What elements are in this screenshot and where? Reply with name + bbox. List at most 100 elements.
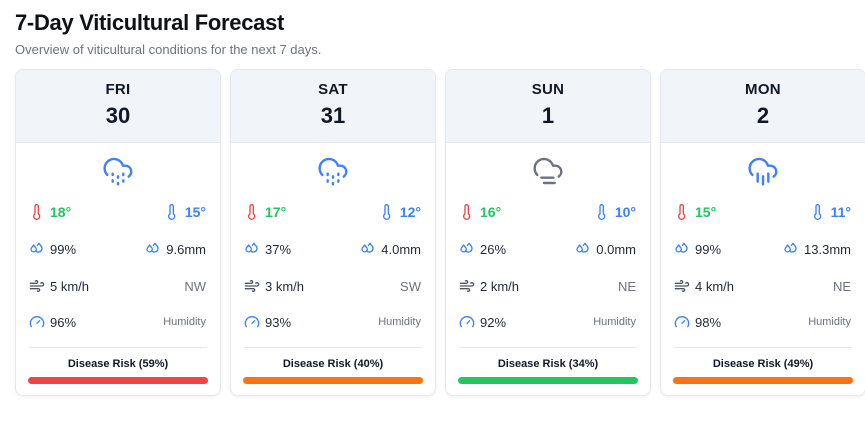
- disease-risk-label: Disease Risk (34%): [497, 358, 599, 370]
- wind-row: 3 km/h SW: [244, 278, 421, 294]
- droplets-icon: [675, 242, 688, 253]
- gauge-icon: [674, 316, 690, 328]
- forecast-card: SAT 31 17° 12° 37% 4.0mm: [230, 69, 436, 396]
- card-header: SAT 31: [231, 70, 435, 143]
- divider: [674, 347, 852, 348]
- precipitation-row: 26% 0.0mm: [459, 241, 636, 257]
- day-of-week: FRI: [105, 81, 131, 98]
- wind-row: 2 km/h NE: [459, 278, 636, 294]
- high-temp: 17°: [265, 204, 287, 220]
- wind-direction: NW: [184, 278, 206, 294]
- humidity-value: 92%: [480, 314, 507, 330]
- rain-amount: 4.0mm: [381, 241, 421, 257]
- low-temp: 12°: [399, 204, 421, 220]
- thermometer-hot-icon: [33, 204, 41, 220]
- wind-speed: 4 km/h: [695, 278, 735, 294]
- humidity-value: 96%: [50, 314, 77, 330]
- high-temp: 16°: [480, 204, 502, 220]
- forecast-card: MON 2 15° 11° 99% 13.3mm: [660, 69, 865, 396]
- forecast-card: FRI 30 18° 15° 99% 9.6mm: [15, 69, 221, 396]
- humidity-value: 98%: [695, 314, 722, 330]
- precipitation-row: 99% 13.3mm: [674, 241, 851, 257]
- humidity-row: 93% Humidity: [244, 314, 421, 330]
- rain-amount: 9.6mm: [166, 241, 206, 257]
- day-date: 31: [320, 103, 346, 128]
- day-date: 2: [756, 103, 770, 128]
- disease-risk-label: Disease Risk (59%): [67, 358, 169, 370]
- forecast-cards: FRI 30 18° 15° 99% 9.6mm: [15, 69, 865, 396]
- humidity-label: Humidity: [593, 316, 636, 328]
- humidity-row: 92% Humidity: [459, 314, 636, 330]
- low-temp: 10°: [614, 204, 636, 220]
- rain-probability: 26%: [480, 241, 507, 257]
- temperature-row: 15° 11°: [674, 204, 851, 220]
- droplets-icon: [30, 242, 43, 253]
- droplets-icon: [146, 242, 159, 253]
- wind-direction: SW: [400, 278, 421, 294]
- precipitation-row: 37% 4.0mm: [244, 241, 421, 257]
- cloud-drizzle-icon: [318, 157, 348, 186]
- thermometer-cold-icon: [382, 204, 391, 220]
- cloud-drizzle-icon: [103, 157, 133, 186]
- card-header: SUN 1: [446, 70, 650, 143]
- forecast-card: SUN 1 16° 10° 26% 0.0mm: [445, 69, 651, 396]
- wind-icon: [244, 280, 260, 292]
- cloud-rain-heavy-icon: [748, 157, 778, 186]
- gauge-icon: [459, 316, 475, 328]
- thermometer-cold-icon: [597, 204, 606, 220]
- wind-direction: NE: [832, 278, 851, 294]
- temperature-row: 18° 15°: [29, 204, 206, 220]
- disease-risk-bar: [458, 377, 638, 384]
- humidity-row: 98% Humidity: [674, 314, 851, 330]
- rain-probability: 37%: [265, 241, 292, 257]
- day-date: 1: [541, 103, 555, 128]
- droplets-icon: [361, 242, 374, 253]
- humidity-row: 96% Humidity: [29, 314, 206, 330]
- wind-speed: 5 km/h: [50, 278, 90, 294]
- day-date: 30: [105, 103, 131, 128]
- rain-amount: 13.3mm: [804, 241, 851, 257]
- day-of-week: SAT: [318, 81, 348, 98]
- droplets-icon: [460, 242, 473, 253]
- day-of-week: SUN: [531, 81, 565, 98]
- gauge-icon: [29, 316, 45, 328]
- droplets-icon: [576, 242, 589, 253]
- humidity-label: Humidity: [163, 316, 206, 328]
- wind-icon: [459, 280, 475, 292]
- humidity-value: 93%: [265, 314, 292, 330]
- thermometer-cold-icon: [167, 204, 176, 220]
- wind-speed: 3 km/h: [265, 278, 305, 294]
- rain-probability: 99%: [50, 241, 77, 257]
- day-of-week: MON: [745, 81, 781, 98]
- divider: [244, 347, 422, 348]
- cloud-fog-icon: [533, 157, 563, 185]
- temperature-row: 16° 10°: [459, 204, 636, 220]
- page-title: 7-Day Viticultural Forecast: [15, 10, 285, 35]
- disease-risk-label: Disease Risk (49%): [712, 358, 814, 370]
- precipitation-row: 99% 9.6mm: [29, 241, 206, 257]
- card-header: FRI 30: [16, 70, 220, 143]
- gauge-icon: [244, 316, 260, 328]
- wind-speed: 2 km/h: [480, 278, 520, 294]
- wind-direction: NE: [617, 278, 636, 294]
- weather-icon-wrap: [446, 155, 650, 189]
- low-temp: 11°: [830, 204, 851, 220]
- disease-risk-bar: [243, 377, 423, 384]
- page-subtitle: Overview of viticultural conditions for …: [15, 42, 322, 57]
- disease-risk-label: Disease Risk (40%): [282, 358, 384, 370]
- rain-probability: 99%: [695, 241, 722, 257]
- rain-amount: 0.0mm: [596, 241, 636, 257]
- disease-risk-bar: [28, 377, 208, 384]
- weather-icon-wrap: [16, 155, 220, 189]
- high-temp: 15°: [695, 204, 717, 220]
- temperature-row: 17° 12°: [244, 204, 421, 220]
- divider: [29, 347, 207, 348]
- thermometer-hot-icon: [463, 204, 471, 220]
- droplets-icon: [784, 242, 797, 253]
- disease-risk-bar: [673, 377, 853, 384]
- droplets-icon: [245, 242, 258, 253]
- wind-icon: [674, 280, 690, 292]
- wind-row: 4 km/h NE: [674, 278, 851, 294]
- humidity-label: Humidity: [808, 316, 851, 328]
- high-temp: 18°: [50, 204, 72, 220]
